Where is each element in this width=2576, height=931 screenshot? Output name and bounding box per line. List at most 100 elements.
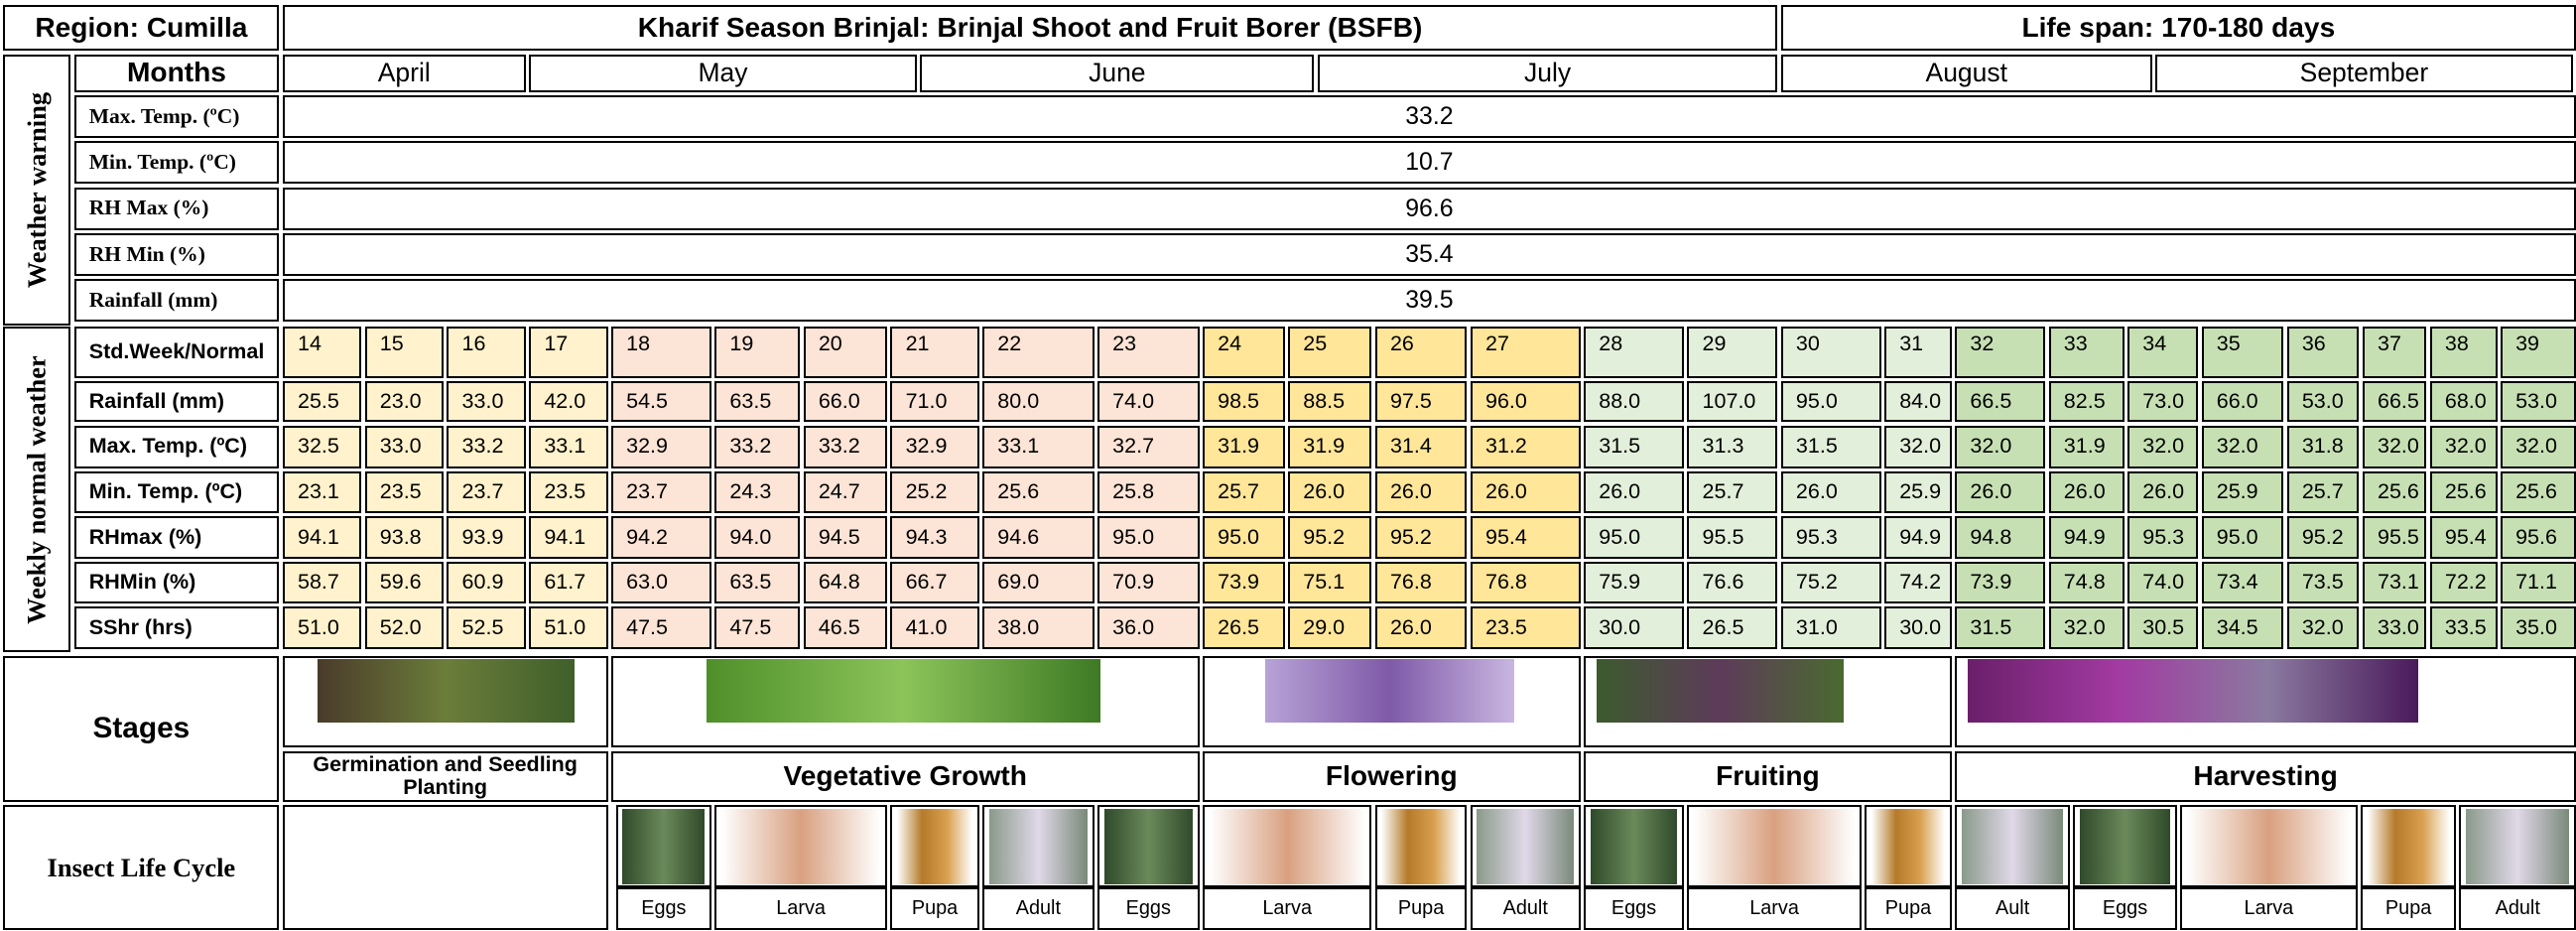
weekly-value: 70.9 [1097,562,1200,602]
weekly-value: 26.0 [1375,606,1468,649]
insect-stage: Eggs [616,887,711,930]
weekly-value: 28 [1584,327,1684,377]
weekly-value: 75.2 [1781,562,1881,602]
weekly-value: 74.0 [1097,381,1200,422]
row-label: Std.Week/Normal [74,327,280,377]
month: August [1781,55,2152,92]
weekly-value: 39 [2501,327,2576,377]
insect-stage: Eggs [1584,887,1684,930]
month: May [529,55,917,92]
weekly-value: 32.7 [1097,426,1200,468]
warning-value: 10.7 [283,141,2576,184]
weekly-value: 25.6 [2501,471,2576,512]
row-label: RHmax (%) [74,516,280,559]
stage-label: Harvesting [1955,751,2576,802]
weekly-value: 71.0 [890,381,978,422]
weekly-value: 94.6 [982,516,1095,559]
weekly-value: 64.8 [804,562,887,602]
warning-value: 35.4 [283,233,2576,276]
weekly-value: 25.7 [2287,471,2360,512]
weekly-value: 73.1 [2363,562,2427,602]
empty-cell [283,805,608,930]
weekly-value: 94.9 [1884,516,1952,559]
weekly-value: 94.0 [714,516,800,559]
row-label: Rainfall (mm) [74,279,280,322]
weekly-value: 95.5 [1687,516,1777,559]
weekly-value: 31.9 [1288,426,1371,468]
insect-image [1104,809,1193,884]
weekly-value: 34.5 [2202,606,2284,649]
weekly-value: 63.5 [714,562,800,602]
weekly-value: 46.5 [804,606,887,649]
insect-stage: Pupa [890,887,978,930]
weekly-value: 73.9 [1203,562,1285,602]
weekly-value: 95.4 [1471,516,1581,559]
lifespan: Life span: 170-180 days [1781,5,2576,51]
weekly-value: 32.0 [2501,426,2576,468]
weekly-value: 26.0 [2127,471,2198,512]
weekly-value: 32.0 [2202,426,2284,468]
months-label: Months [74,55,280,92]
vertical-label: Weekly normal weather [23,355,52,624]
weekly-value: 33.0 [447,381,525,422]
weekly-value: 18 [611,327,711,377]
weekly-value: 66.5 [2363,381,2427,422]
weekly-value: 73.4 [2202,562,2284,602]
weekly-value: 69.0 [982,562,1095,602]
insect-stage: Ault [1955,887,2070,930]
weekly-value: 66.0 [804,381,887,422]
weekly-value: 75.9 [1584,562,1684,602]
weekly-value: 30.0 [1584,606,1684,649]
row-label: RH Min (%) [74,233,280,276]
weekly-value: 26.0 [2049,471,2125,512]
stage-image [318,659,576,724]
weekly-value: 26.0 [1375,471,1468,512]
stage-image [707,659,1100,724]
weekly-value: 30.5 [2127,606,2198,649]
weekly-value: 88.0 [1584,381,1684,422]
weekly-value: 76.6 [1687,562,1777,602]
row-label: Max. Temp. (ºC) [74,95,280,138]
weekly-value: 29 [1687,327,1777,377]
weekly-value: 33.2 [447,426,525,468]
weekly-value: 26.0 [1955,471,2045,512]
weekly-value: 23.7 [447,471,525,512]
row-label: RHMin (%) [74,562,280,602]
weekly-value: 94.3 [890,516,978,559]
weekly-value: 68.0 [2430,381,2498,422]
weekly-value: 31.3 [1687,426,1777,468]
weekly-value: 23.7 [611,471,711,512]
weekly-value: 17 [529,327,607,377]
weekly-value: 25.6 [2363,471,2427,512]
weekly-value: 21 [890,327,978,377]
insect-image [721,809,881,884]
stage-label: Fruiting [1584,751,1952,802]
insect-stage: Larva [2180,887,2358,930]
insect-stage: Adult [2459,887,2576,930]
weekly-value: 66.0 [2202,381,2284,422]
weekly-value: 80.0 [982,381,1095,422]
weekly-value: 32.0 [2363,426,2427,468]
weekly-value: 26.0 [1471,471,1581,512]
weekly-value: 26 [1375,327,1468,377]
weekly-value: 31 [1884,327,1952,377]
weekly-value: 23.1 [283,471,361,512]
weekly-value: 31.9 [2049,426,2125,468]
insect-stage: Adult [982,887,1095,930]
stage-label: Germination and Seedling Planting [283,751,608,802]
weekly-value: 31.2 [1471,426,1581,468]
weekly-value: 31.8 [2287,426,2360,468]
weekly-value: 23 [1097,327,1200,377]
weekly-value: 25.7 [1687,471,1777,512]
weekly-value: 60.9 [447,562,525,602]
weekly-value: 25.8 [1097,471,1200,512]
weekly-value: 23.5 [1471,606,1581,649]
weekly-value: 71.1 [2501,562,2576,602]
weekly-value: 98.5 [1203,381,1285,422]
weekly-value: 24.3 [714,471,800,512]
weekly-value: 59.6 [365,562,444,602]
weekly-value: 66.5 [1955,381,2045,422]
insect-stage: Pupa [1375,887,1468,930]
insect-stage: Pupa [2361,887,2456,930]
weekly-value: 76.8 [1471,562,1581,602]
